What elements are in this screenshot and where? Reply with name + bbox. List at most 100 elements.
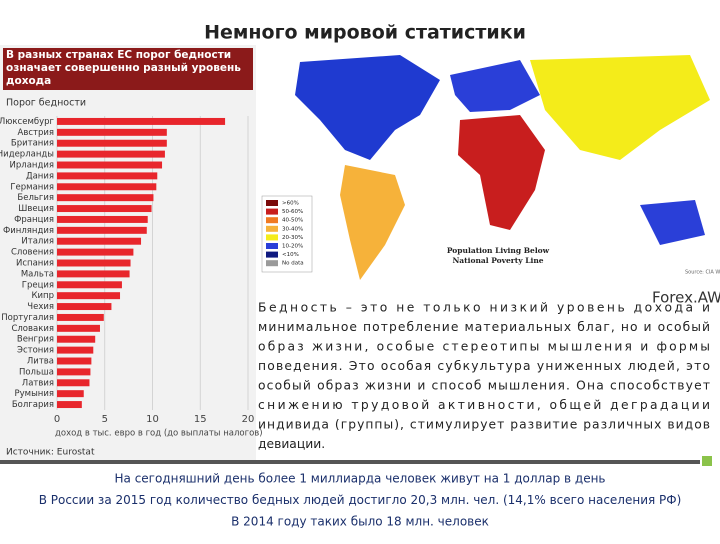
bar	[57, 368, 91, 376]
africa	[458, 115, 545, 230]
y-tick-label: Бельгия	[17, 193, 54, 203]
slide-title: Немного мировой статистики	[204, 22, 526, 44]
bar	[57, 237, 142, 245]
legend-swatch	[266, 251, 278, 258]
footer-line: В 2014 году таких было 18 млн. человек	[231, 515, 489, 529]
y-tick-label: Греция	[22, 280, 54, 290]
bar	[57, 335, 96, 343]
australia	[640, 200, 705, 245]
x-tick-label: 0	[54, 414, 60, 425]
bar	[57, 357, 92, 365]
chart-title-box: В разных странах ЕС порог бедности означ…	[6, 49, 241, 87]
legend-label: 50-60%	[282, 209, 303, 215]
y-tick-label: Словения	[11, 248, 54, 258]
y-tick-label: Франция	[14, 215, 54, 225]
bar	[57, 303, 112, 311]
y-tick-label: Швеция	[18, 204, 54, 214]
bar	[57, 117, 226, 125]
body-line: образ жизни, особые стереотипы мышления …	[258, 340, 710, 354]
bar	[57, 324, 100, 332]
legend-label: <10%	[282, 252, 299, 258]
y-tick-label: Мальта	[21, 269, 54, 279]
y-tick-label: Италия	[21, 237, 54, 247]
y-tick-label: Словакия	[11, 324, 54, 334]
footer-line: На сегодняшний день более 1 миллиарда че…	[115, 472, 606, 486]
world-map	[258, 45, 720, 285]
bar	[57, 194, 154, 202]
y-tick-label: Чехия	[27, 302, 54, 312]
bar	[57, 205, 152, 213]
legend-swatch	[266, 225, 278, 232]
y-tick-label: Германия	[10, 182, 54, 192]
y-tick-label: Румыния	[15, 389, 54, 399]
legend-swatch	[266, 234, 278, 241]
south-america	[340, 165, 405, 280]
y-tick-label: Финляндия	[3, 226, 54, 236]
x-tick-label: 15	[194, 414, 207, 425]
body-line: снижению трудовой активности, общей дегр…	[258, 398, 710, 412]
y-tick-label: Португалия	[1, 313, 54, 323]
map-caption: Population Living Below	[447, 246, 550, 255]
legend-swatch	[266, 260, 278, 267]
chart-source: Источник: Eurostat	[6, 448, 95, 458]
bar	[57, 346, 94, 354]
legend-label: >60%	[282, 201, 299, 207]
map-credit: Source: CIA World	[685, 270, 720, 276]
y-tick-label: Латвия	[22, 378, 54, 388]
y-tick-label: Люксембург	[0, 117, 55, 127]
bar	[57, 379, 90, 387]
y-tick-label: Дания	[26, 171, 54, 181]
y-tick-label: Британия	[11, 139, 54, 149]
body-line: поведения. Это особая субкультура унижен…	[258, 359, 710, 373]
bar	[57, 390, 84, 398]
chart-header	[3, 48, 253, 90]
legend-label: 30-40%	[282, 226, 303, 232]
bar	[57, 150, 165, 158]
legend-swatch	[266, 217, 278, 224]
bar	[57, 259, 131, 267]
body-line: девиации.	[258, 437, 325, 451]
y-tick-label: Кипр	[31, 291, 54, 301]
bar	[57, 401, 82, 409]
legend-swatch	[266, 208, 278, 215]
y-tick-label: Эстония	[17, 346, 54, 356]
legend-label: 10-20%	[282, 244, 303, 250]
chart-subtitle: Порог бедности	[6, 98, 86, 109]
y-tick-label: Венгрия	[17, 335, 54, 345]
legend-label: No data	[282, 261, 304, 267]
y-tick-label: Нидерланды	[0, 150, 54, 160]
bar	[57, 248, 134, 256]
legend-label: 40-50%	[282, 218, 303, 224]
legend-label: 20-30%	[282, 235, 303, 241]
chart-title: В разных странах ЕС порог бедности означ…	[6, 49, 241, 87]
x-axis-label: доход в тыс. евро в год (до выплаты нало…	[55, 429, 263, 439]
body-line: индивида (группы), стимулирует развитие …	[258, 418, 710, 432]
y-tick-label: Литва	[27, 357, 54, 367]
north-america	[295, 55, 440, 160]
bar	[57, 183, 157, 191]
legend-swatch	[266, 243, 278, 249]
x-tick-label: 10	[146, 414, 159, 425]
footer-line: В России за 2015 год количество бедных л…	[39, 493, 682, 507]
x-tick-label: 5	[102, 414, 108, 425]
bar	[57, 215, 148, 223]
bar	[57, 139, 167, 147]
divider-accent	[702, 456, 712, 466]
y-tick-label: Польша	[19, 367, 54, 377]
body-line: особый образ жизни и способ мышления. Он…	[258, 379, 710, 393]
divider	[0, 460, 700, 464]
legend-swatch	[266, 200, 278, 206]
y-tick-label: Австрия	[18, 128, 54, 138]
y-tick-label: Болгария	[12, 400, 54, 410]
map-caption: National Poverty Line	[452, 256, 543, 265]
bar	[57, 292, 121, 300]
bar	[57, 270, 130, 278]
bar	[57, 226, 147, 234]
europe	[450, 60, 540, 112]
bar	[57, 172, 158, 180]
bar	[57, 281, 122, 289]
bar	[57, 128, 167, 136]
y-tick-label: Испания	[16, 259, 54, 269]
x-tick-label: 20	[242, 414, 255, 425]
